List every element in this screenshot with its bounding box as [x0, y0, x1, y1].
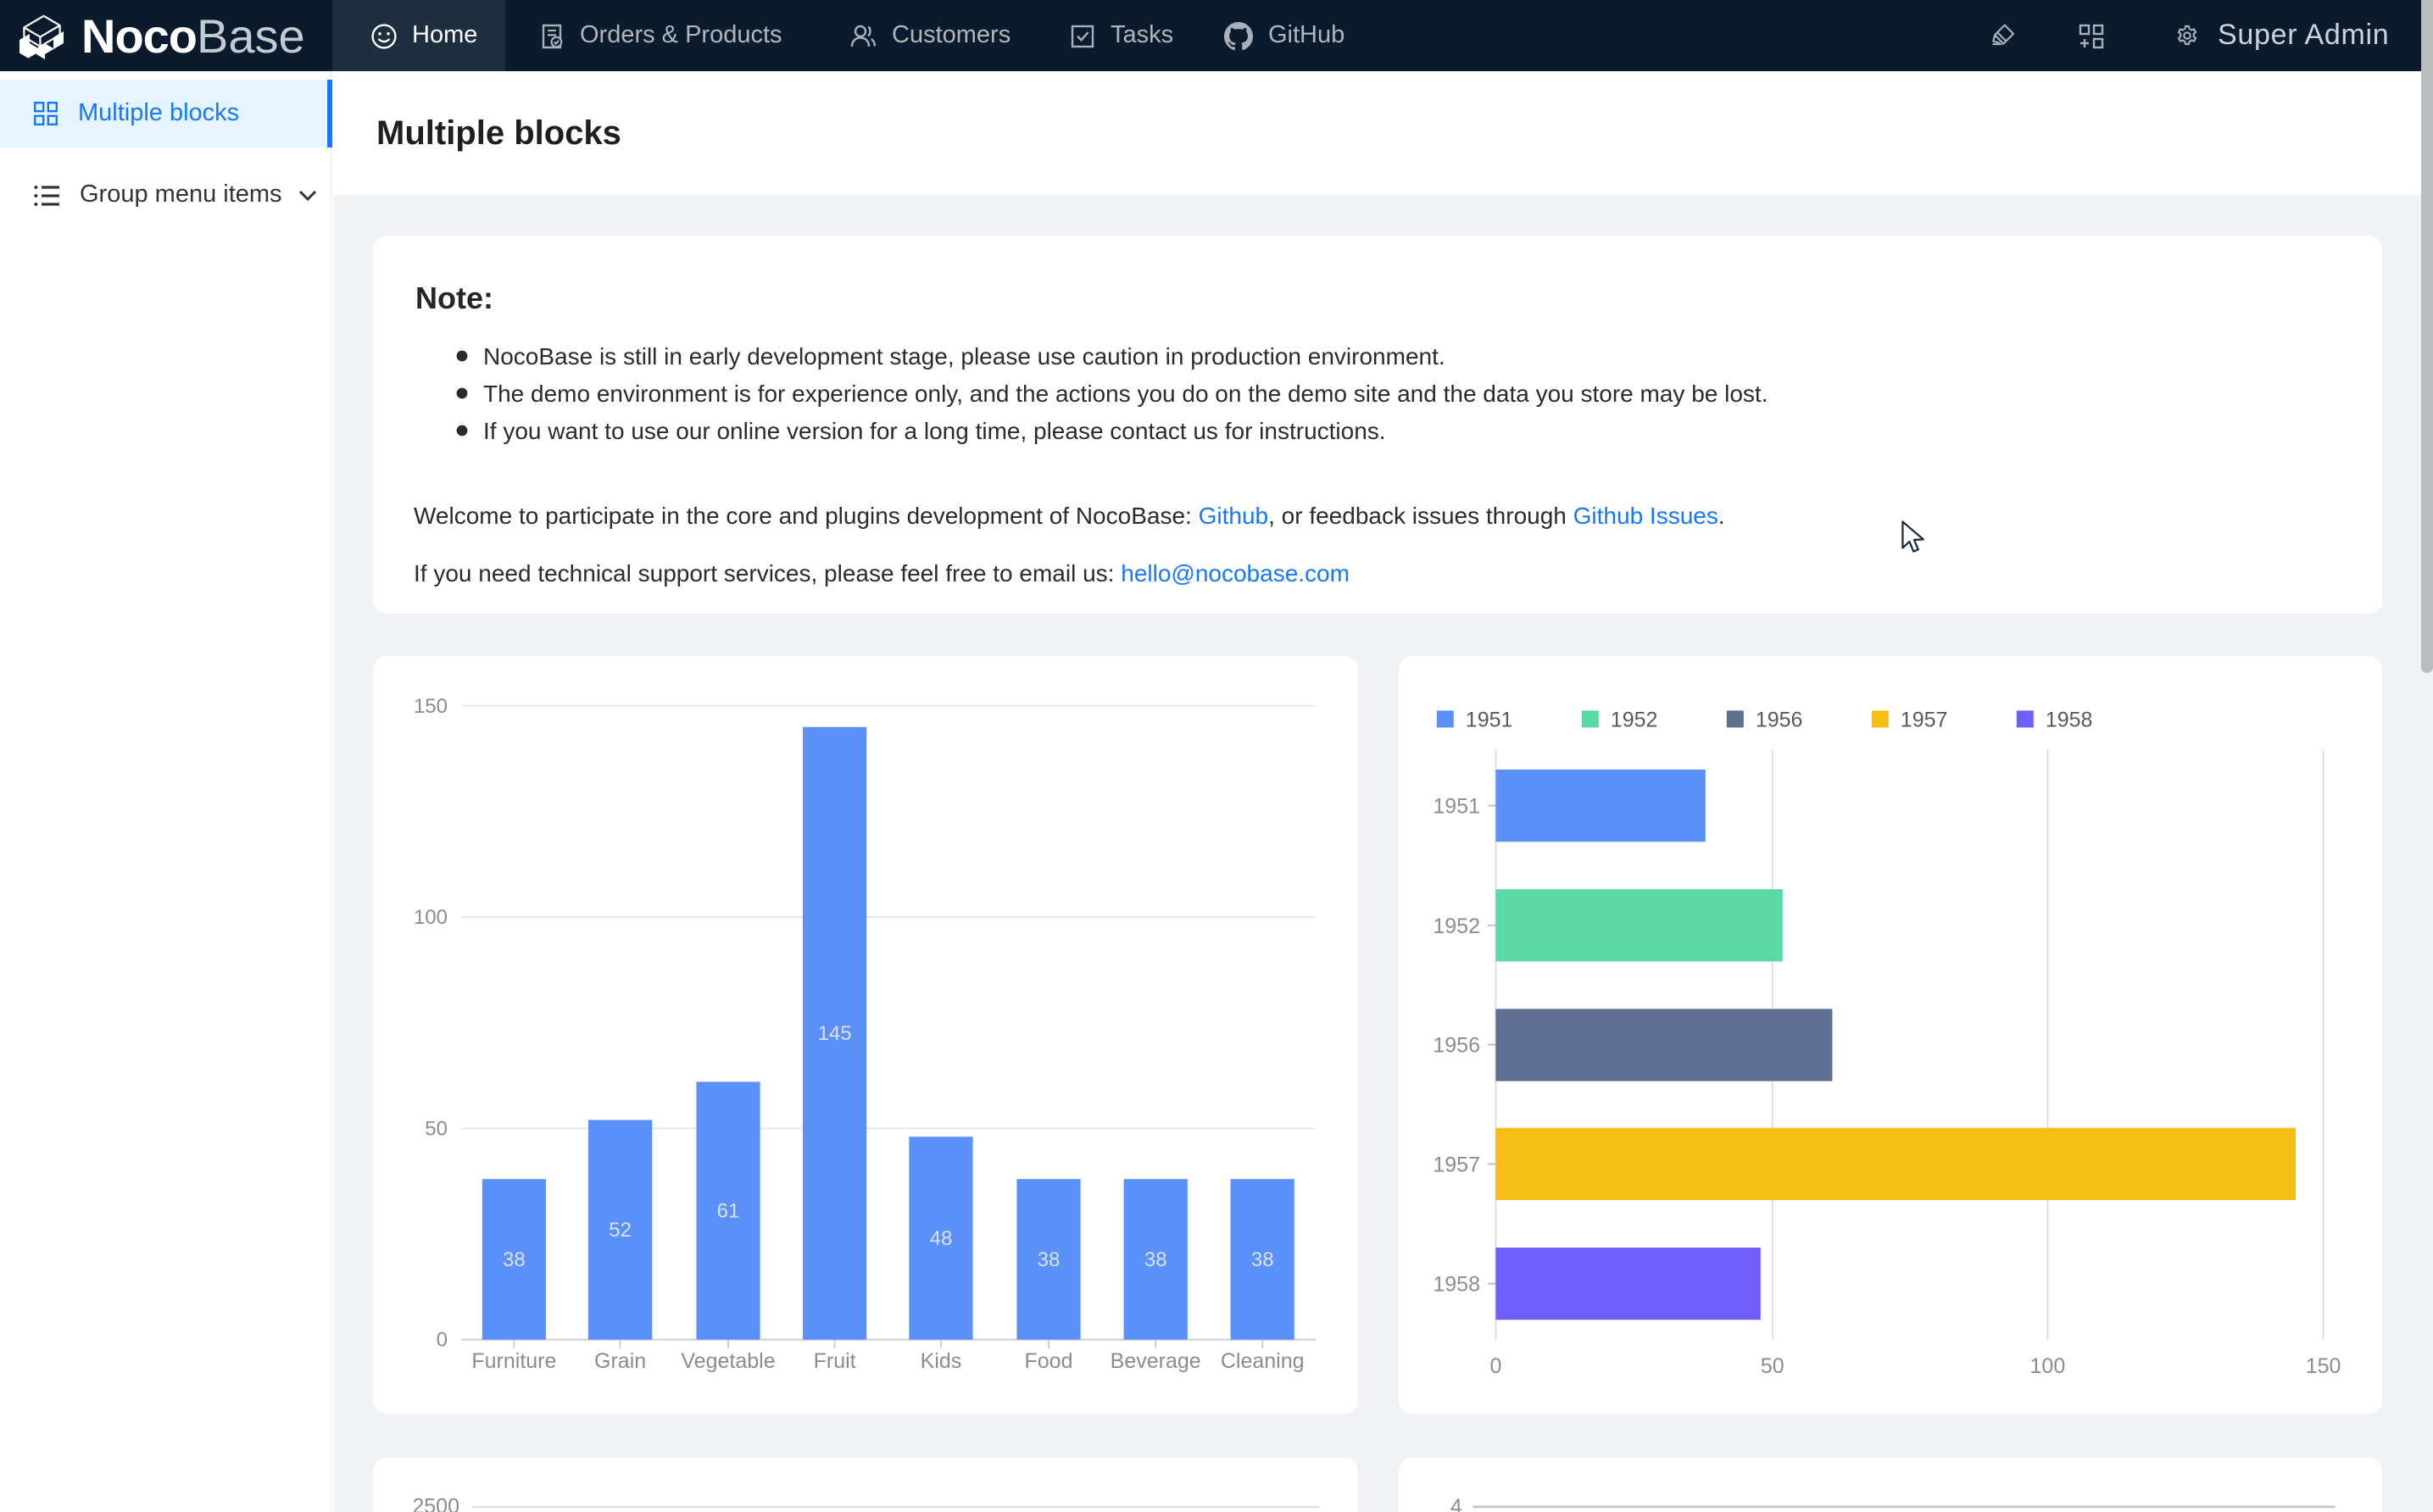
svg-text:52: 52: [609, 1219, 632, 1242]
svg-text:48: 48: [930, 1227, 953, 1250]
svg-text:Grain: Grain: [594, 1349, 646, 1373]
svg-text:1958: 1958: [2046, 708, 2093, 731]
svg-text:1952: 1952: [1433, 914, 1480, 938]
svg-text:Beverage: Beverage: [1111, 1349, 1201, 1373]
svg-text:1951: 1951: [1466, 708, 1513, 731]
svg-text:Furniture: Furniture: [471, 1349, 556, 1373]
svg-text:50: 50: [1761, 1354, 1784, 1378]
svg-text:Food: Food: [1025, 1349, 1073, 1373]
svg-text:0: 0: [1489, 1354, 1501, 1378]
svg-text:Fruit: Fruit: [814, 1349, 856, 1373]
svg-text:0: 0: [437, 1329, 448, 1352]
svg-text:Kids: Kids: [921, 1349, 962, 1373]
svg-text:1956: 1956: [1756, 708, 1803, 731]
svg-text:38: 38: [1251, 1248, 1274, 1271]
svg-text:1952: 1952: [1611, 708, 1658, 731]
svg-text:100: 100: [2030, 1354, 2066, 1378]
svg-text:1957: 1957: [1901, 708, 1948, 731]
svg-text:38: 38: [503, 1248, 526, 1271]
svg-text:1951: 1951: [1433, 795, 1480, 819]
svg-text:Cleaning: Cleaning: [1221, 1349, 1305, 1373]
svg-text:50: 50: [425, 1117, 448, 1140]
svg-text:150: 150: [414, 695, 448, 718]
svg-text:1956: 1956: [1433, 1034, 1480, 1058]
svg-text:61: 61: [717, 1200, 740, 1223]
svg-text:38: 38: [1144, 1248, 1167, 1271]
svg-text:2500: 2500: [412, 1495, 459, 1512]
svg-text:1957: 1957: [1433, 1153, 1480, 1176]
svg-text:4: 4: [1450, 1495, 1462, 1512]
svg-text:1958: 1958: [1433, 1273, 1480, 1297]
svg-text:150: 150: [2306, 1354, 2341, 1378]
svg-text:145: 145: [818, 1022, 852, 1045]
svg-text:Vegetable: Vegetable: [681, 1349, 775, 1373]
svg-text:100: 100: [414, 906, 448, 929]
svg-text:38: 38: [1038, 1248, 1061, 1271]
